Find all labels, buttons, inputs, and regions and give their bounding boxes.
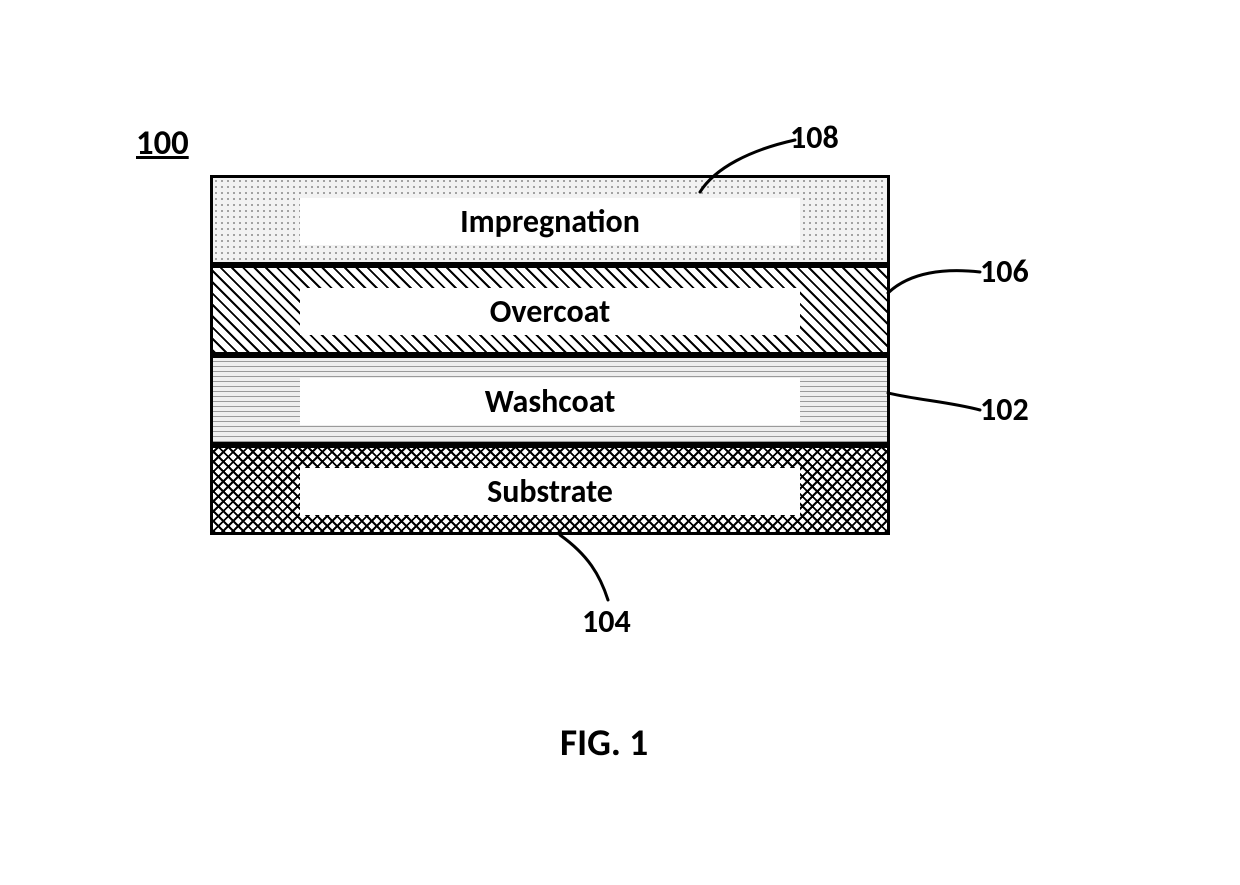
leader-102 <box>888 393 980 410</box>
layer-label-impregnation: Impregnation <box>300 198 800 245</box>
figure-caption: FIG. 1 <box>560 720 648 766</box>
figure-number: 100 <box>136 122 189 164</box>
callout-102: 102 <box>980 390 1029 429</box>
callout-108: 108 <box>790 118 839 157</box>
leader-106 <box>888 271 980 293</box>
layer-label-substrate: Substrate <box>300 468 800 515</box>
callout-104: 104 <box>582 602 631 641</box>
layer-label-washcoat: Washcoat <box>300 378 800 425</box>
layer-label-overcoat: Overcoat <box>300 288 800 335</box>
figure-canvas: 100 Impregnation Overcoat Washcoat Substrat… <box>0 0 1240 885</box>
leader-104 <box>560 535 608 600</box>
callout-106: 106 <box>980 252 1029 291</box>
